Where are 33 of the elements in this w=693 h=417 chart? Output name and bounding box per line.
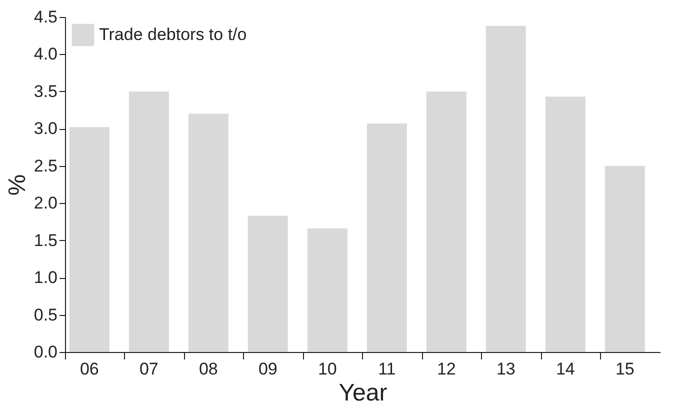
x-tick-label: 06 [80, 360, 99, 378]
bar [307, 228, 348, 352]
bar [486, 26, 526, 352]
x-axis-title: Year [338, 380, 388, 406]
legend-label: Trade debtors to t/o [99, 25, 247, 44]
x-tick-label: 15 [615, 360, 634, 378]
bar [188, 114, 228, 352]
y-tick-label: 4.5 [34, 8, 58, 26]
x-tick-label: 09 [258, 360, 278, 378]
x-tick-label: 10 [318, 360, 337, 378]
y-axis-title: % [4, 174, 31, 196]
x-tick-label: 14 [556, 360, 575, 378]
y-tick-label: 1.0 [34, 268, 58, 288]
y-tick-label: 2.0 [34, 194, 58, 213]
bar [128, 91, 169, 352]
y-tick-label: 1.5 [34, 230, 58, 250]
x-tick-label: 07 [139, 360, 158, 378]
y-tick-label: 2.5 [34, 156, 58, 176]
bar [248, 216, 288, 352]
y-tick-label: 3.0 [34, 119, 58, 138]
bar [545, 96, 586, 352]
bar [366, 123, 407, 352]
x-tick-label: 11 [378, 360, 396, 378]
bar [604, 166, 645, 352]
y-tick-label: 0.5 [34, 305, 58, 324]
y-tick-label: 4.0 [34, 44, 58, 64]
bar [426, 91, 466, 352]
x-tick-label: 13 [496, 360, 516, 378]
y-tick-label: 0.0 [34, 342, 58, 362]
bar [69, 127, 110, 352]
y-tick-label: 3.5 [34, 82, 58, 101]
x-tick-label: 08 [198, 360, 218, 378]
x-tick-label: 12 [436, 360, 456, 378]
